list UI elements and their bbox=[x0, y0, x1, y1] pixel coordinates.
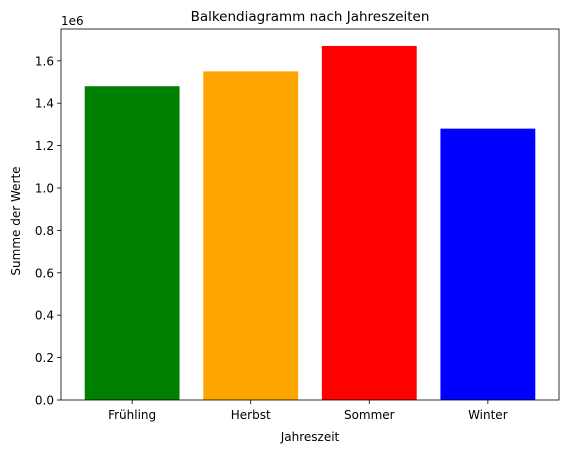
bar-4 bbox=[440, 128, 536, 400]
bar-3 bbox=[321, 45, 417, 401]
y-tick-label: 0.2 bbox=[35, 351, 54, 365]
y-offset-label: 1e6 bbox=[61, 14, 84, 28]
y-tick-label: 0.6 bbox=[35, 266, 54, 280]
axes-frame bbox=[60, 28, 560, 401]
x-tick-label: Winter bbox=[468, 408, 508, 422]
x-tick-label: Sommer bbox=[344, 408, 395, 422]
y-tick-label: 1.6 bbox=[35, 54, 54, 68]
chart-title: Balkendiagramm nach Jahreszeiten bbox=[191, 9, 430, 25]
plot-area: Frühling Herbst Sommer Winter 0.0 0.2 0.4 0.6 0.… bbox=[35, 28, 560, 422]
y-tick-label: 1.4 bbox=[35, 97, 54, 111]
y-tick-label: 0.0 bbox=[35, 394, 54, 408]
bar-1 bbox=[84, 86, 180, 401]
y-tick-label: 0.8 bbox=[35, 224, 54, 238]
y-tick-label: 1.2 bbox=[35, 139, 54, 153]
x-axis-label: Jahreszeit bbox=[280, 430, 340, 444]
y-tick-label: 0.4 bbox=[35, 309, 54, 323]
x-tick-label: Frühling bbox=[108, 408, 156, 422]
y-axis-label: Summe der Werte bbox=[9, 166, 23, 275]
x-tick-label: Herbst bbox=[231, 408, 271, 422]
bar-2 bbox=[203, 71, 299, 401]
y-tick-label: 1.0 bbox=[35, 182, 54, 196]
